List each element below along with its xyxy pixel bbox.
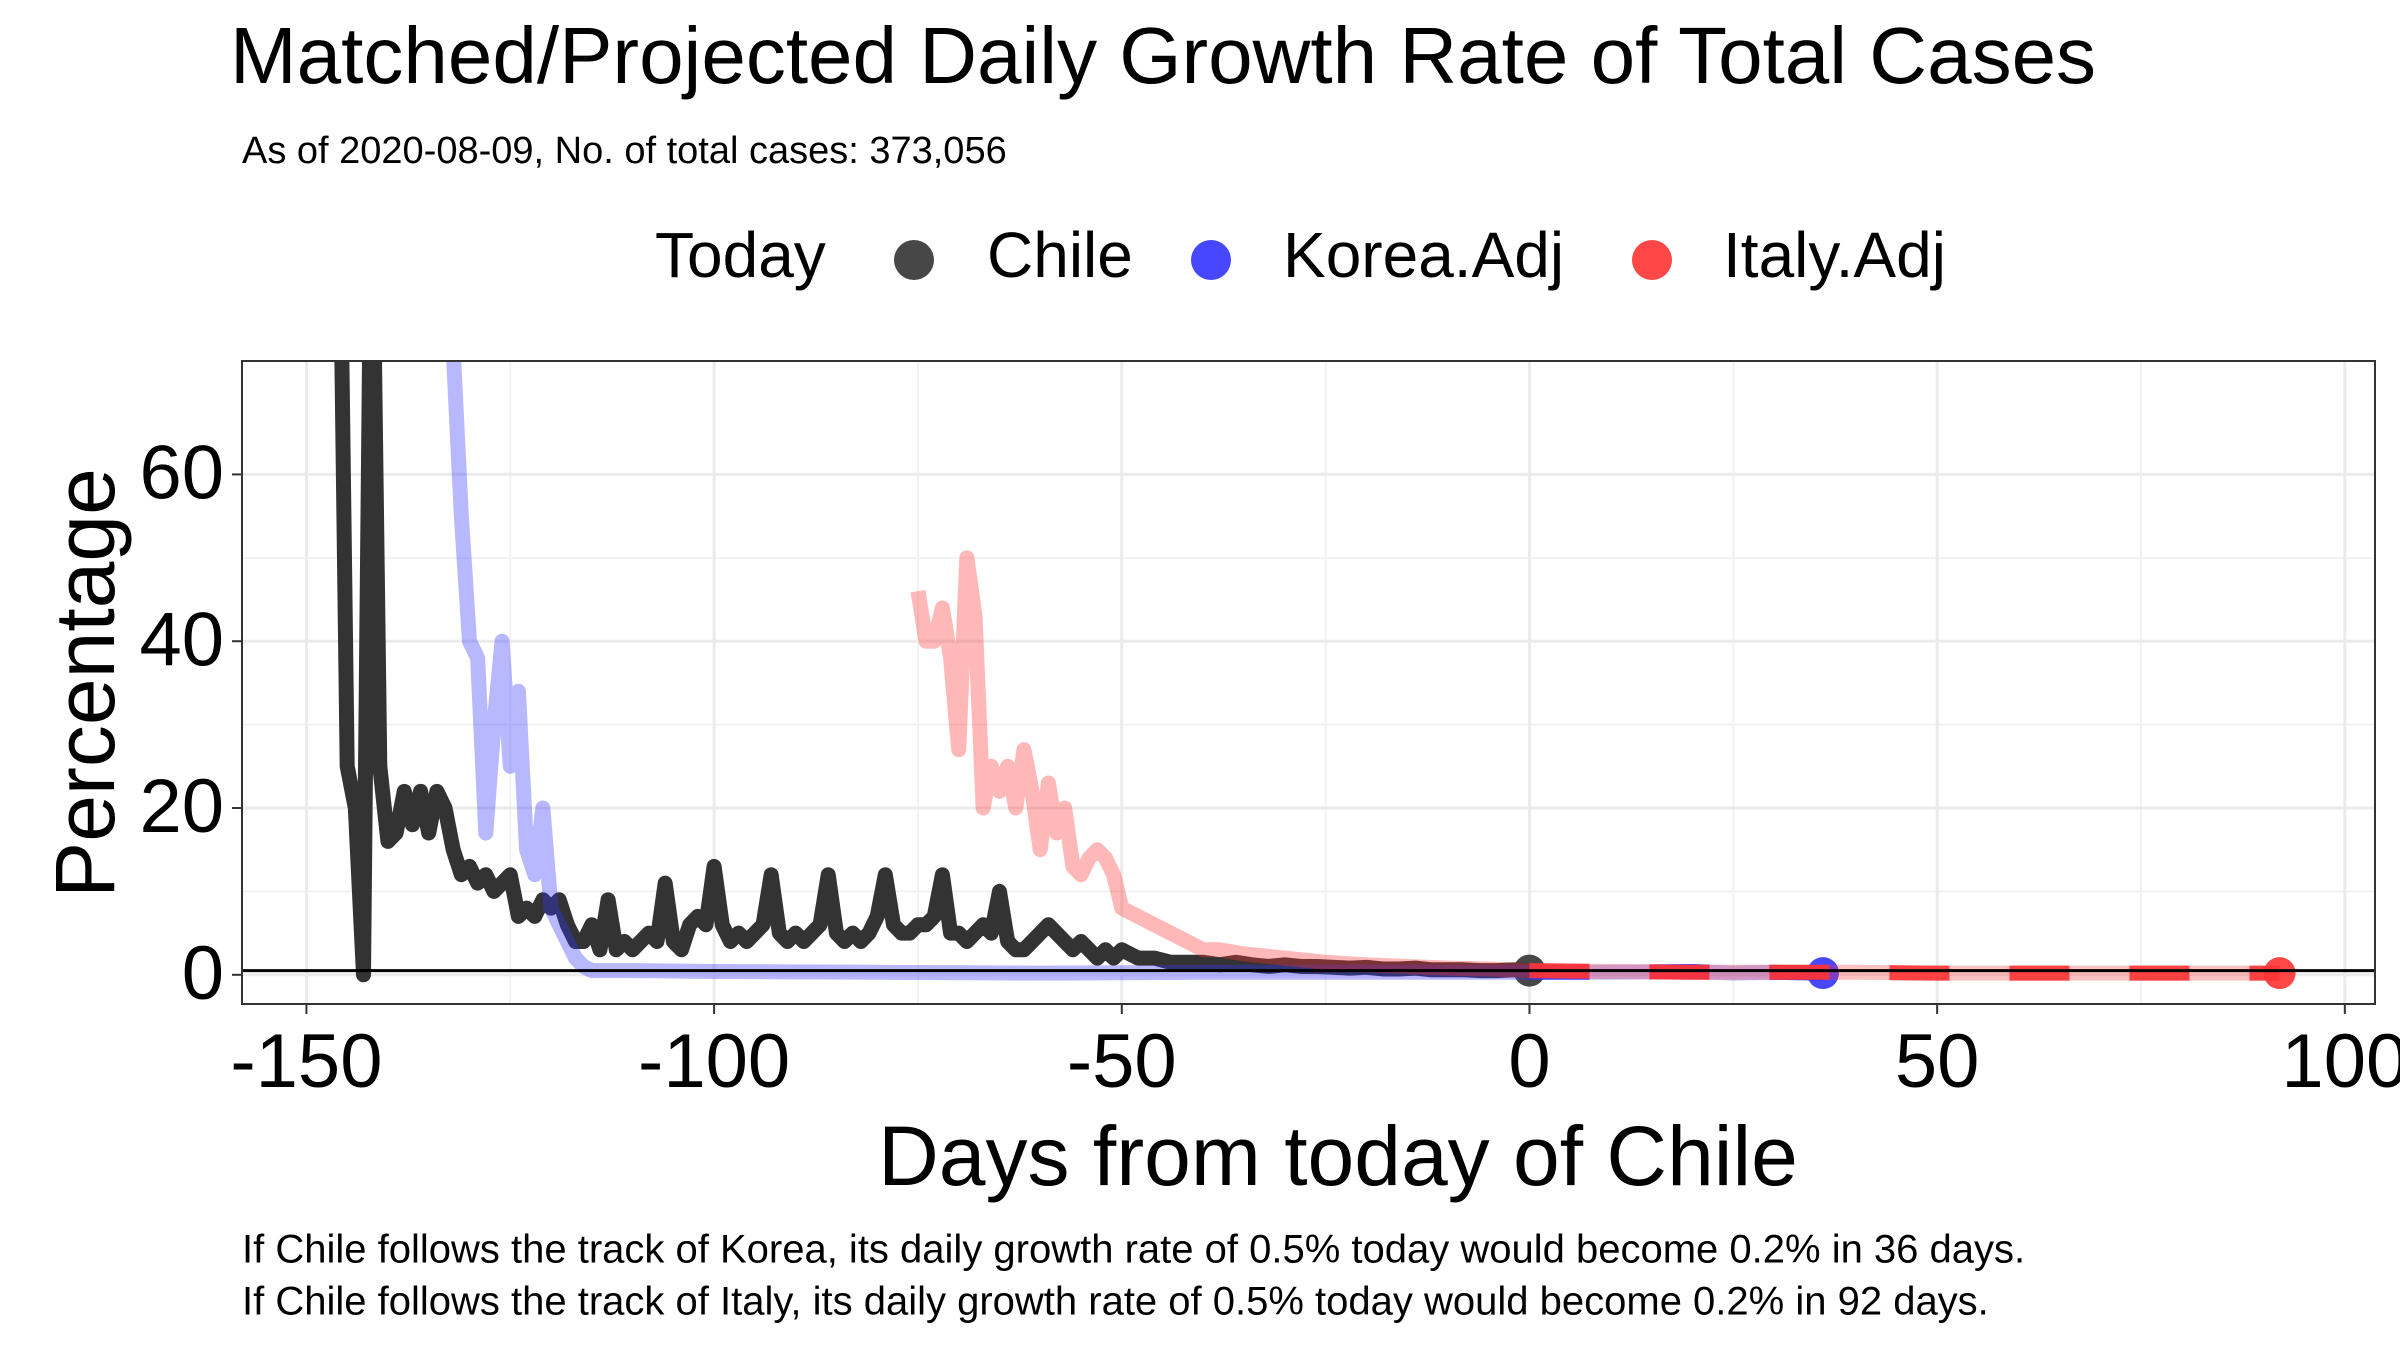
legend-marker bbox=[1191, 240, 1231, 280]
annotation: If Chile follows the track of Korea, its… bbox=[242, 1228, 2025, 1272]
x-tick-label: 100 bbox=[2281, 1019, 2400, 1104]
series-line bbox=[910, 550, 1530, 979]
legend-label: Italy.Adj bbox=[1723, 219, 1946, 291]
series-line bbox=[334, 361, 1530, 983]
legend-title: Today bbox=[655, 219, 826, 291]
legend-label: Korea.Adj bbox=[1283, 219, 1564, 291]
plot-border bbox=[241, 360, 2376, 1005]
y-tick-label: 60 bbox=[139, 430, 224, 515]
chart-subtitle: As of 2020-08-09, No. of total cases: 37… bbox=[242, 130, 1007, 172]
x-tick-label: 0 bbox=[1508, 1019, 1550, 1104]
chart-title: Matched/Projected Daily Growth Rate of T… bbox=[230, 11, 2096, 100]
legend-marker bbox=[1632, 240, 1672, 280]
plot-area bbox=[334, 361, 2296, 990]
y-tick-label: 20 bbox=[139, 764, 224, 849]
legend-label: Chile bbox=[987, 219, 1133, 291]
x-axis-label: Days from today of Chile bbox=[878, 1109, 1798, 1203]
y-tick-label: 0 bbox=[182, 931, 224, 1016]
annotation: If Chile follows the track of Italy, its… bbox=[242, 1280, 1989, 1324]
today-point bbox=[2263, 957, 2296, 990]
y-axis-label: Percentage bbox=[38, 468, 132, 898]
x-tick-label: 50 bbox=[1895, 1019, 1980, 1104]
series-line bbox=[446, 361, 1530, 981]
x-tick-label: -150 bbox=[230, 1019, 382, 1104]
x-tick-label: -50 bbox=[1067, 1019, 1177, 1104]
legend-marker bbox=[894, 240, 934, 280]
x-tick-label: -100 bbox=[638, 1019, 790, 1104]
y-tick-label: 40 bbox=[139, 597, 224, 682]
